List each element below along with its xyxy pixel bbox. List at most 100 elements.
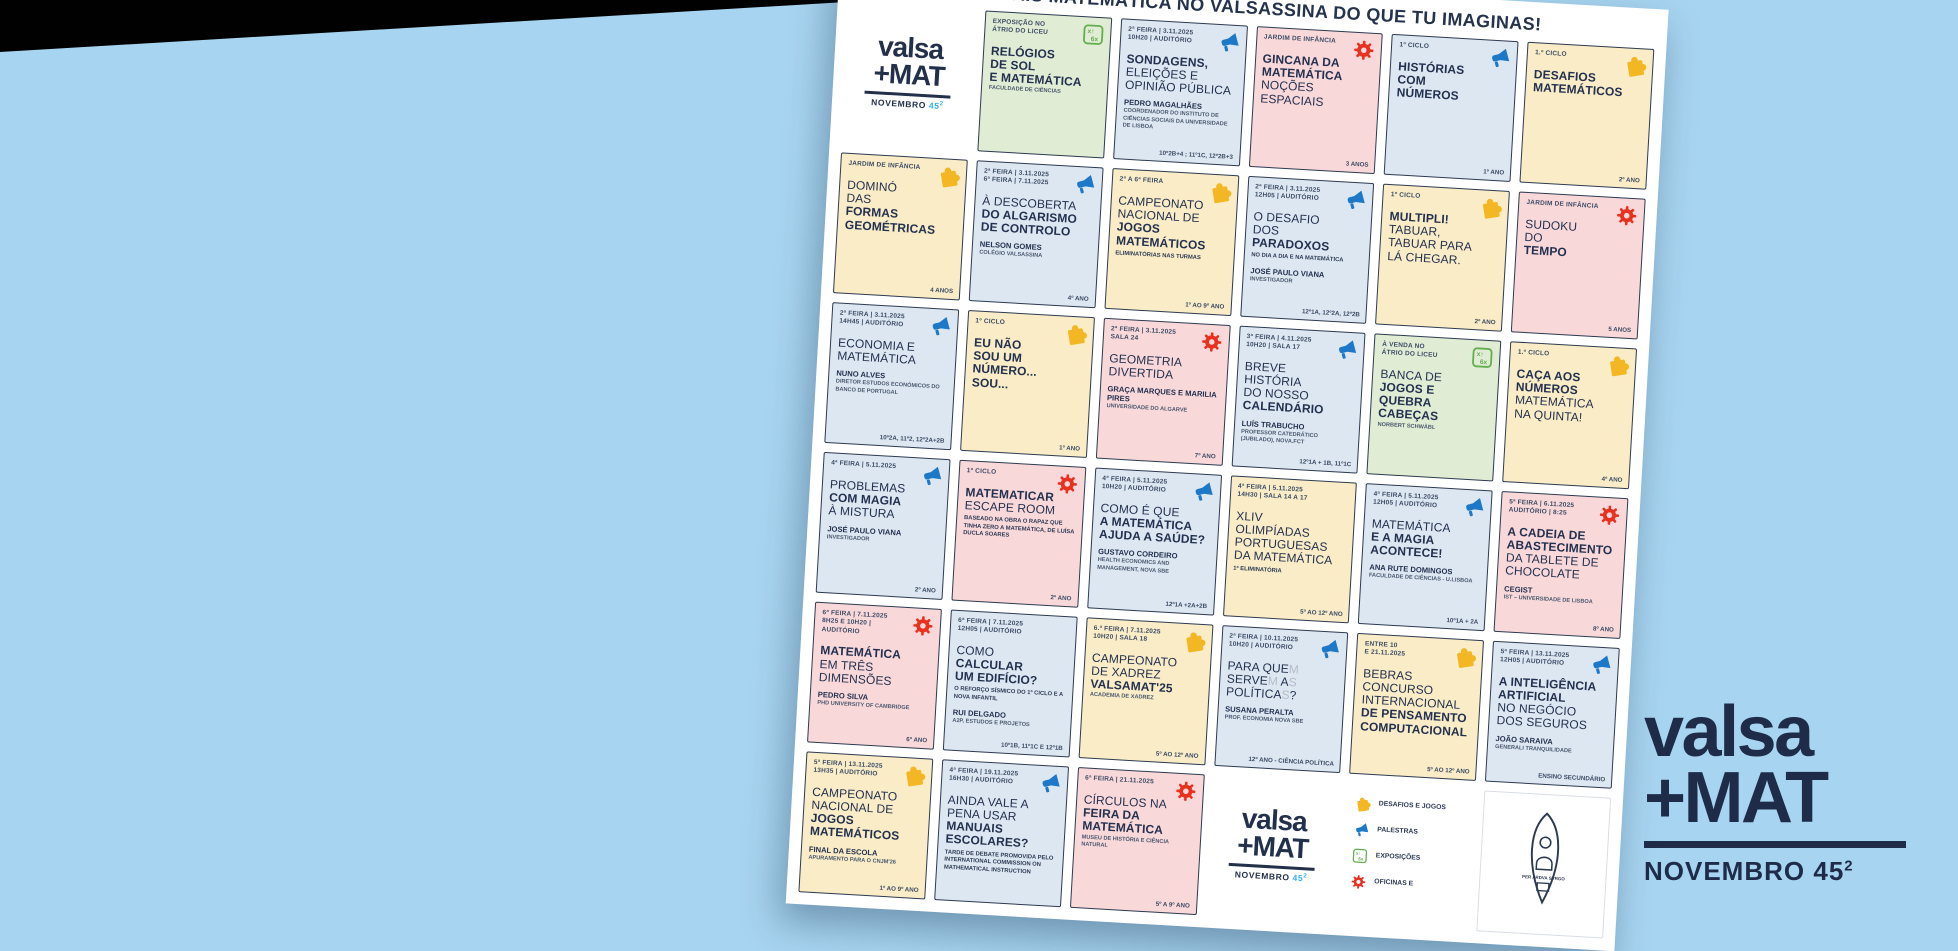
megaphone-icon: [1334, 337, 1359, 362]
event-title: PARA QUEM SERVEM AS POLÍTICAS?: [1226, 658, 1339, 705]
audience-footer: 4º ANO: [1067, 294, 1089, 303]
logo-caption: NOVEMBRO 452: [1644, 856, 1906, 887]
card-a-cadeia-de-abastecimento-da-tablete-de-chocolate: 5ª FEIRA | 6.11.2025 AUDITÓRIO | 8:25 A C…: [1493, 490, 1629, 640]
event-title: O DESAFIO DOS PARADOXOS: [1252, 209, 1365, 256]
corner-logo: valsa +MAT NOVEMBRO 452: [1644, 691, 1906, 887]
card-header: 6ª FEIRA | 7.11.2025 12H05 | AUDITÓRIO: [957, 616, 1024, 637]
event-title: MATEMÁTICA EM TRÊS DIMENSÕES: [818, 643, 931, 690]
legend-label: EXPOSIÇÕES: [1375, 852, 1421, 863]
event-title: BEBRAS CONCURSO INTERNACIONAL DE PENSAMENTO…: [1360, 666, 1474, 739]
gear-icon: [1054, 471, 1079, 496]
logo-exponent: 2: [939, 101, 944, 108]
expo-icon: x↑ 6x: [1080, 22, 1105, 47]
logo-number: 45: [1292, 872, 1304, 884]
audience-footer: 10º2B+4 ; 11º1C, 12º2B+3: [1158, 149, 1234, 161]
svg-text:6x: 6x: [1358, 856, 1364, 861]
audience-footer: ENSINO SECUNDÁRIO: [1538, 772, 1606, 784]
card-desafios-matematicos: 1.º CICLO DESAFIOS MATEMÁTICOS 2º ANO: [1519, 41, 1655, 190]
event-title: AINDA VALE A PENA USAR MANUAIS ESCOLARES?: [945, 792, 1059, 852]
audience-footer: 1º ANO: [1482, 168, 1505, 177]
audience-footer: 2º ANO: [1474, 318, 1496, 327]
card-campeonato-nacional-jogos-matematicos-eliminatorias: 2ª A 6ª FEIRA CAMPEONATO NACIONAL DE JOGOS…: [1104, 168, 1239, 317]
card-icon-legend: DESAFIOS E JOGOS PALESTRAS x↑ 6x EXPOSIÇÕ…: [1340, 782, 1476, 931]
card-ainda-vale-a-pena-usar-manuais-escolares: 4ª FEIRA | 19.11.2025 16H30 | AUDITÓRIO A…: [933, 759, 1069, 908]
puzzle-icon: [1478, 195, 1503, 220]
puzzle-icon: [1207, 180, 1232, 205]
puzzle-icon: [901, 763, 926, 788]
logo-number: 45: [1813, 856, 1845, 886]
logo-exponent: 2: [1303, 873, 1308, 880]
event-title: À DESCOBERTA DO ALGARISMO DE CONTROLO: [980, 193, 1093, 240]
logo-word-mat: +MAT: [1644, 757, 1829, 838]
megaphone-icon: [1461, 495, 1486, 520]
card-xliv-olimpiadas-portuguesas-da-matematica: 4ª FEIRA | 5.11.2025 14H30 | SALA 14 a 17…: [1222, 475, 1358, 624]
megaphone-icon: [1190, 479, 1215, 504]
audience-footer: 5º AO 12º ANO: [1426, 766, 1470, 776]
logo-month: NOVEMBRO: [1234, 869, 1293, 883]
logo-month: NOVEMBRO: [870, 97, 930, 111]
audience-footer: 12º ANO - CIÊNCIA POLÍTICA: [1248, 755, 1335, 768]
audience-footer: 2º ANO: [1618, 176, 1640, 185]
audience-footer: 10º1B, 11º1C e 12º1B: [1000, 741, 1063, 753]
logo-word-valsa: valsa: [1644, 691, 1814, 772]
logo-word-mat: +MAT: [872, 56, 946, 92]
card-valsamat-logo-small: valsa +MAT NOVEMBRO 452: [1205, 774, 1340, 923]
audience-footer: 5 ANOS: [1608, 325, 1632, 335]
audience-footer: 2º ANO: [914, 586, 936, 595]
card-eu-nao-sou-um-numero: 1º CICLO EU NÃO SOU UM NÚMERO... SOU... 1º A…: [959, 309, 1095, 459]
svg-text:6x: 6x: [1480, 359, 1488, 366]
card-circulos-na-feira-da-matematica: 6ª FEIRA | 21.11.2025 CÍRCULOS NA FEIRA D…: [1069, 767, 1205, 916]
card-gincana-da-matematica: JARDIM DE INFÂNCIA GINCANA DA MATEMÁTICA N…: [1248, 26, 1384, 175]
event-title: A INTELIGÊNCIA ARTIFICIAL NO NEGÓCIO DOS SE…: [1496, 674, 1610, 734]
event-title: MATEMÁTICA E A MAGIA ACONTECE!: [1370, 516, 1483, 563]
audience-footer: 12º1A +2A+2B: [1165, 600, 1208, 611]
puzzle-icon: [1354, 795, 1372, 813]
card-o-desafio-dos-paradoxos: 2ª FEIRA | 3.11.2025 12H05 | AUDITÓRIO O …: [1239, 175, 1375, 324]
puzzle-icon: [1181, 629, 1206, 654]
audience-footer: 8º ANO: [1592, 625, 1615, 634]
puzzle-icon: [936, 164, 961, 189]
card-como-calcular-um-edificio: 6ª FEIRA | 7.11.2025 12H05 | AUDITÓRIO COM…: [942, 609, 1078, 758]
puzzle-icon: [1605, 353, 1630, 378]
card-economia-e-matematica: 2ª FEIRA | 3.11.2025 14H45 | AUDITÓRIO EC…: [824, 302, 960, 451]
megaphone-icon: [1343, 187, 1368, 212]
legend-item: DESAFIOS E JOGOS: [1354, 795, 1468, 818]
audience-footer: 6º ANO: [906, 736, 928, 745]
event-title: A CADEIA DE ABASTECIMENTO DA TABLETE DE CHO…: [1505, 524, 1619, 584]
event-title: CAMPEONATO NACIONAL DE JOGOS MATEMÁTICOS: [810, 785, 924, 845]
megaphone-icon: [1216, 30, 1241, 55]
logo-caption: NOVEMBRO 452: [1235, 869, 1308, 883]
audience-footer: 10º2A, 11º2, 12º2A+2B: [879, 434, 945, 445]
megaphone-icon: [927, 314, 952, 339]
svg-text:x↑: x↑: [1356, 851, 1361, 856]
gear-icon: [1199, 329, 1224, 354]
svg-text:6x: 6x: [1090, 36, 1098, 43]
expo-icon: x↑ 6x: [1351, 847, 1369, 865]
legend-item: OFICINAS E: [1350, 873, 1464, 896]
gear-icon: [1173, 779, 1198, 804]
audience-footer: 10º1A + 2A: [1446, 617, 1479, 626]
poster: HÁ MAIS MATEMÁTICA NO VALSASSINA DO QUE …: [785, 0, 1669, 951]
card-geometria-divertida: 2ª FEIRA | 3.11.2025 SALA 24 GEOMETRIA DIV…: [1095, 317, 1231, 466]
gear-icon: [1614, 203, 1639, 228]
legend-label: PALESTRAS: [1377, 826, 1419, 836]
card-sondagens-eleicoes-opiniao-publica: 2ª FEIRA | 3.11.2025 10H20 | AUDITÓRIO SO…: [1112, 18, 1248, 167]
card-colegio-valsassina-emblem: PER ARDVA SVRGO: [1476, 790, 1612, 939]
event-title: ECONOMIA E MATEMÁTICA: [837, 335, 949, 369]
card-historias-com-numeros: 1º CICLO HISTÓRIAS COM NÚMEROS 1º ANO: [1383, 33, 1519, 182]
audience-footer: 3 ANOS: [1345, 160, 1369, 169]
gear-icon: [1597, 503, 1622, 528]
audience-footer: 7º ANO: [1194, 452, 1216, 461]
event-title: COMO É QUE A MATEMÁTICA AJUDA A SAÚDE?: [1099, 501, 1212, 548]
audience-footer: 5º AO 12º ANO: [1155, 750, 1199, 760]
card-bebras-pensamento-computacional: ENTRE 10 E 21.11.2025 BEBRAS CONCURSO INTER…: [1349, 632, 1485, 781]
card-valsamat-logo: valsa +MAT NOVEMBRO 452: [841, 2, 977, 151]
poster-grid: valsa +MAT NOVEMBRO 452 EXPOSIÇÃO NO ÁTRIO D…: [798, 2, 1655, 939]
audience-footer: 1º ANO: [1058, 444, 1081, 453]
top-black-wedge: [0, 0, 880, 52]
logo-word-mat: +MAT: [1236, 828, 1310, 864]
megaphone-icon: [1072, 172, 1097, 197]
card-domino-das-formas-geometricas: JARDIM DE INFÂNCIA DOMINÓ DAS FORMAS GEOMÉT…: [832, 152, 968, 301]
audience-footer: 1º AO 9º ANO: [879, 884, 919, 895]
logo-number: 45: [928, 100, 940, 112]
